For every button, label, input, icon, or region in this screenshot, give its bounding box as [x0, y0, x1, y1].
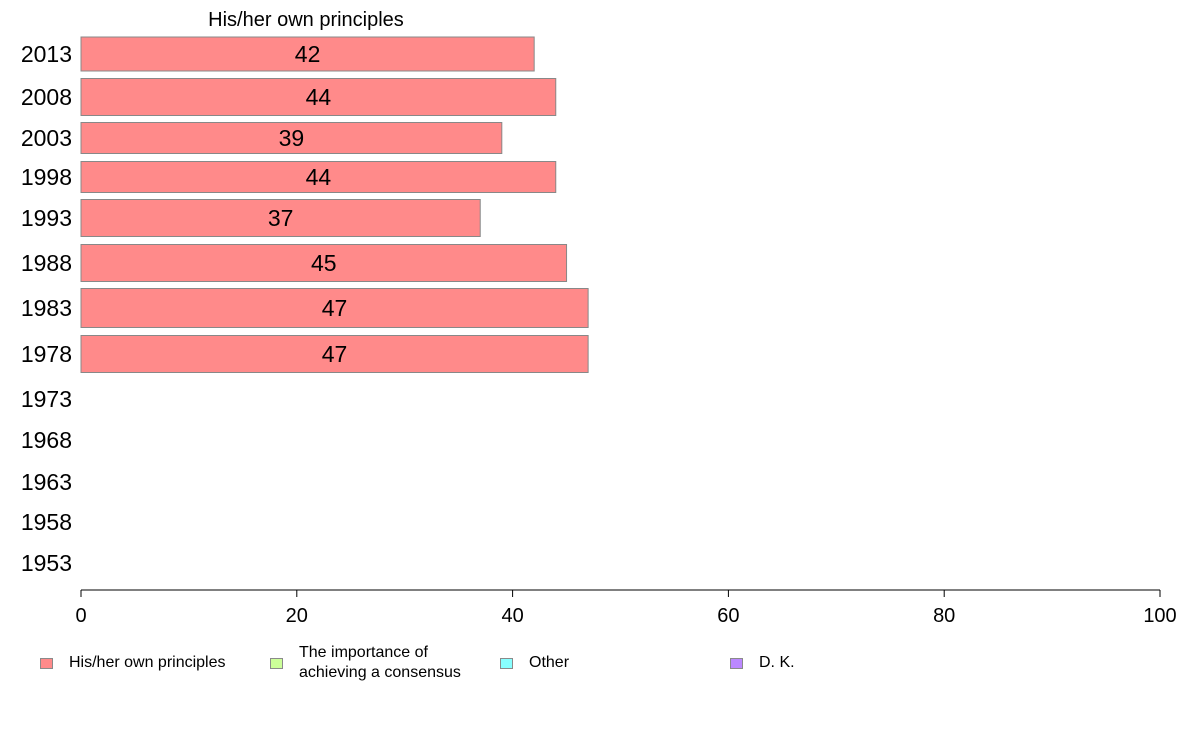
- year-label-2003: 2003: [21, 125, 72, 151]
- bar-value-label-1988: 45: [311, 250, 337, 276]
- legend: His/her own principles The importance of…: [0, 640, 1188, 690]
- legend-item-own-principles: His/her own principles: [40, 653, 226, 673]
- bar-2008: [80, 78, 557, 116]
- legend-label-own-principles: His/her own principles: [69, 654, 226, 671]
- year-label-1973: 1973: [21, 386, 72, 412]
- bar-value-label-2013: 42: [295, 41, 321, 67]
- x-axis: 0 20 40 60 80 100: [75, 589, 1177, 627]
- bar-1978: [80, 335, 589, 373]
- year-label-1988: 1988: [21, 250, 72, 276]
- year-label-2013: 2013: [21, 41, 72, 67]
- bar-2013: [80, 36, 535, 72]
- x-tick-label-60: 60: [717, 605, 739, 627]
- legend-label-consensus: The importance of achieving a consensus: [299, 644, 461, 681]
- legend-label-other: Other: [529, 654, 570, 671]
- bar-value-label-2003: 39: [279, 125, 305, 151]
- legend-item-other: Other: [500, 653, 569, 673]
- legend-swatch-other: [500, 657, 513, 669]
- bar-value-label-2008: 44: [306, 84, 332, 110]
- bar-value-label-1978: 47: [322, 341, 348, 367]
- bar-1988: [80, 244, 568, 282]
- year-label-1968: 1968: [21, 427, 72, 453]
- year-label-1978: 1978: [21, 341, 72, 367]
- x-tick-label-40: 40: [501, 605, 523, 627]
- bar-1993: [80, 199, 481, 237]
- year-label-1983: 1983: [21, 295, 72, 321]
- chart-title: His/her own principles: [208, 9, 404, 31]
- bar-value-label-1998: 44: [306, 164, 332, 190]
- year-label-1953: 1953: [21, 550, 72, 576]
- x-tick-label-80: 80: [933, 605, 955, 627]
- year-label-2008: 2008: [21, 84, 72, 110]
- legend-swatch-consensus: [270, 657, 283, 669]
- year-label-1998: 1998: [21, 164, 72, 190]
- bar-1983: [80, 288, 589, 328]
- x-tick-label-20: 20: [286, 605, 308, 627]
- x-tick-label-0: 0: [75, 605, 86, 627]
- year-label-1958: 1958: [21, 509, 72, 535]
- legend-item-consensus: The importance of achieving a consensus: [270, 643, 461, 683]
- bar-1998: [80, 161, 557, 193]
- bar-chart: His/her own principles 2013 2008 2003 1998 1…: [21, 9, 1177, 627]
- x-tick-label-100: 100: [1143, 605, 1176, 627]
- year-label-1993: 1993: [21, 205, 72, 231]
- bar-2003: [80, 122, 503, 154]
- legend-label-dk: D. K.: [759, 654, 795, 671]
- year-label-1963: 1963: [21, 469, 72, 495]
- bar-value-label-1983: 47: [322, 295, 348, 321]
- legend-item-dk: D. K.: [730, 653, 795, 673]
- legend-swatch-own-principles: [40, 657, 53, 669]
- legend-swatch-dk: [730, 657, 743, 669]
- bar-value-label-1993: 37: [268, 205, 294, 231]
